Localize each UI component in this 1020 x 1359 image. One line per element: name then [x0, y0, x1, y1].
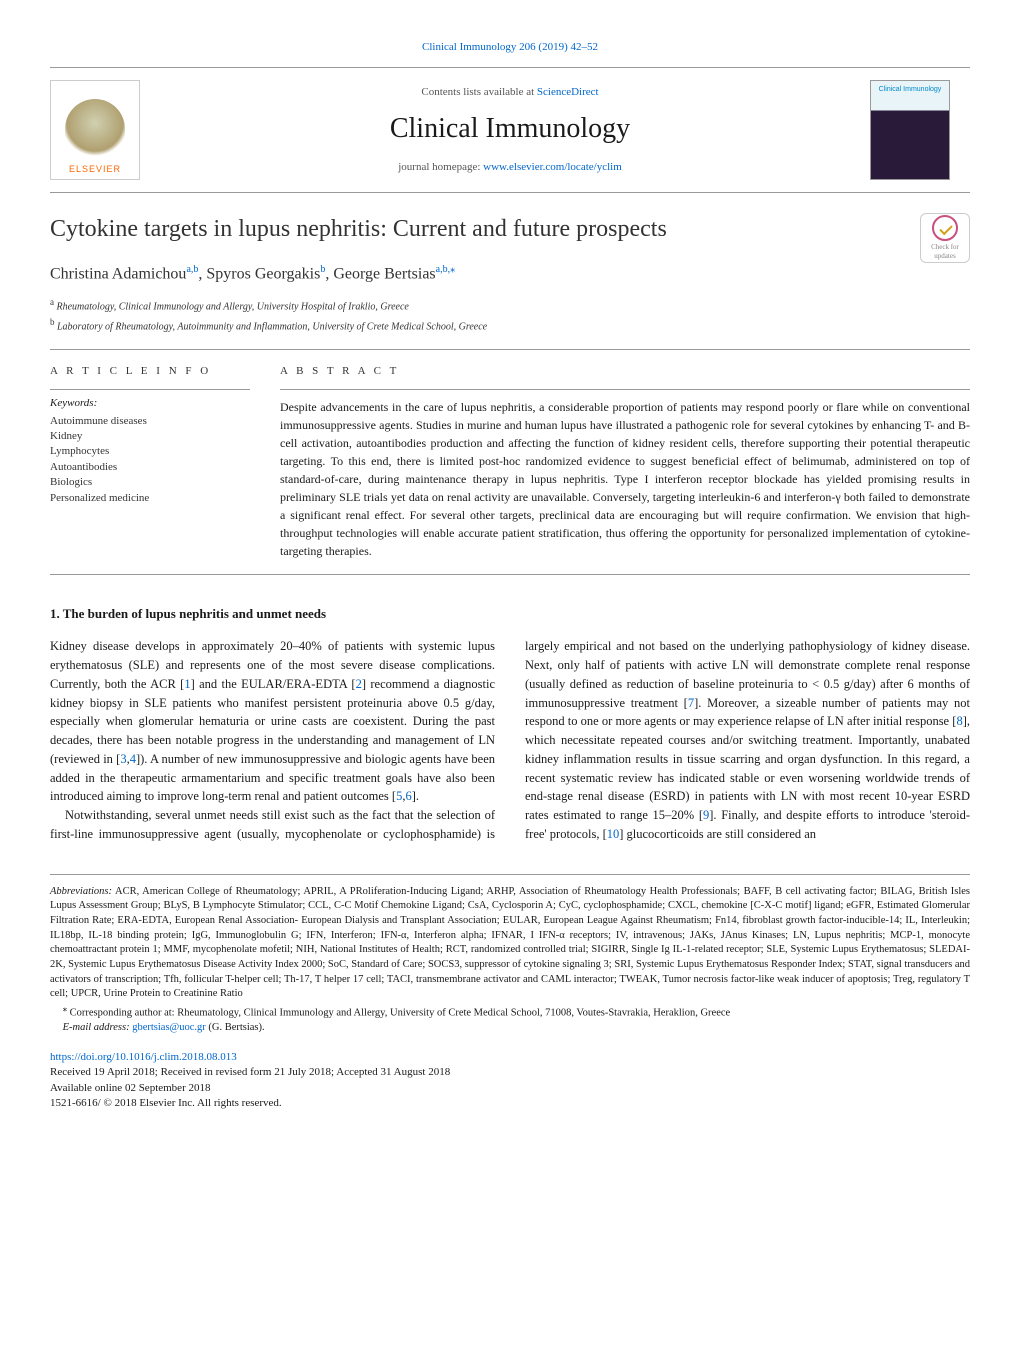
keyword: Kidney — [50, 429, 250, 444]
email-line: E-mail address: gbertsias@uoc.gr (G. Ber… — [50, 1021, 970, 1036]
elsevier-label: ELSEVIER — [69, 163, 121, 176]
corr-mark: ⁎ — [450, 264, 455, 275]
keyword: Autoantibodies — [50, 460, 250, 475]
abbrev-text: ACR, American College of Rheumatology; A… — [50, 886, 970, 1000]
contents-prefix: Contents lists available at — [421, 86, 536, 98]
crossmark-badge[interactable]: Check for updates — [920, 213, 970, 263]
keyword: Lymphocytes — [50, 444, 250, 459]
body-section: 1. The burden of lupus nephritis and unm… — [50, 605, 970, 843]
affil-a-text: Rheumatology, Clinical Immunology and Al… — [57, 301, 409, 312]
available-date: Available online 02 September 2018 — [50, 1081, 970, 1096]
affiliation-a: a Rheumatology, Clinical Immunology and … — [50, 296, 970, 314]
sciencedirect-link[interactable]: ScienceDirect — [537, 86, 599, 98]
keyword: Personalized medicine — [50, 491, 250, 506]
section-heading: 1. The burden of lupus nephritis and unm… — [50, 605, 970, 623]
publication-info: https://doi.org/10.1016/j.clim.2018.08.0… — [50, 1050, 970, 1112]
corresponding-author: ⁎ Corresponding author at: Rheumatology,… — [50, 1002, 970, 1021]
title-row: Cytokine targets in lupus nephritis: Cur… — [50, 213, 970, 263]
citation-header: Clinical Immunology 206 (2019) 42–52 — [50, 40, 970, 55]
email-link[interactable]: gbertsias@uoc.gr — [132, 1022, 206, 1033]
cover-title: Clinical Immunology — [879, 85, 942, 95]
author-2: Spyros Georgakis — [206, 266, 320, 283]
elsevier-tree-icon — [65, 99, 125, 159]
badge-line1: Check for — [931, 243, 959, 253]
author-3-sup: a,b, — [436, 264, 450, 275]
contents-line: Contents lists available at ScienceDirec… — [150, 85, 870, 100]
body-text: ] and the EULAR/ERA-EDTA [ — [191, 677, 356, 691]
journal-title-area: Contents lists available at ScienceDirec… — [150, 85, 870, 175]
keyword: Autoimmune diseases — [50, 414, 250, 429]
email-label: E-mail address: — [63, 1022, 133, 1033]
received-dates: Received 19 April 2018; Received in revi… — [50, 1065, 970, 1080]
check-circle-icon — [932, 215, 958, 241]
affiliation-b: b Laboratory of Rheumatology, Autoimmuni… — [50, 316, 970, 334]
body-text: ], which necessitate repeated courses an… — [525, 714, 970, 822]
journal-cover-area: Clinical Immunology — [870, 80, 970, 180]
authors: Christina Adamichou a,b, Spyros Georgakis… — [50, 263, 970, 286]
keyword: Biologics — [50, 475, 250, 490]
affil-b-text: Laboratory of Rheumatology, Autoimmunity… — [57, 322, 487, 333]
email-suffix: (G. Bertsias). — [206, 1022, 265, 1033]
abbrev-label: Abbreviations: — [50, 886, 112, 897]
body-text: Notwithstanding, several unmet needs sti… — [65, 808, 413, 822]
info-heading: A R T I C L E I N F O — [50, 364, 250, 379]
author-3: George Bertsias — [333, 266, 435, 283]
article-info: A R T I C L E I N F O Keywords: Autoimmu… — [50, 364, 250, 560]
badge-line2: updates — [934, 252, 955, 262]
journal-header: ELSEVIER Contents lists available at Sci… — [50, 67, 970, 193]
author-2-sup: b — [320, 264, 325, 275]
homepage-line: journal homepage: www.elsevier.com/locat… — [150, 160, 870, 175]
footnotes: Abbreviations: ACR, American College of … — [50, 874, 970, 1036]
elsevier-logo: ELSEVIER — [50, 80, 140, 180]
abstract-heading: A B S T R A C T — [280, 364, 970, 379]
journal-cover: Clinical Immunology — [870, 80, 950, 180]
affil-b-sup: b — [50, 317, 55, 327]
publisher-logo-area: ELSEVIER — [50, 80, 150, 180]
affil-a-sup: a — [50, 297, 54, 307]
corr-text: Corresponding author at: Rheumatology, C… — [67, 1008, 730, 1019]
citation[interactable]: 10 — [607, 827, 620, 841]
info-abstract-row: A R T I C L E I N F O Keywords: Autoimmu… — [50, 349, 970, 575]
doi-link[interactable]: https://doi.org/10.1016/j.clim.2018.08.0… — [50, 1050, 970, 1065]
body-text: ] glucocorticoids are still considered a… — [619, 827, 816, 841]
homepage-link[interactable]: www.elsevier.com/locate/yclim — [483, 161, 622, 173]
body-paragraph: Kidney disease develops in approximately… — [50, 637, 495, 806]
article-title: Cytokine targets in lupus nephritis: Cur… — [50, 213, 900, 247]
homepage-prefix: journal homepage: — [398, 161, 483, 173]
author-1-sup: a,b — [186, 264, 198, 275]
keywords-label: Keywords: — [50, 389, 250, 411]
body-text: ]. — [412, 789, 419, 803]
abstract: A B S T R A C T Despite advancements in … — [280, 364, 970, 560]
author-1: Christina Adamichou — [50, 266, 186, 283]
body-columns: Kidney disease develops in approximately… — [50, 637, 970, 843]
abbreviations: Abbreviations: ACR, American College of … — [50, 885, 970, 1003]
copyright: 1521-6616/ © 2018 Elsevier Inc. All righ… — [50, 1096, 970, 1111]
journal-name: Clinical Immunology — [150, 109, 870, 148]
abstract-text: Despite advancements in the care of lupu… — [280, 389, 970, 560]
